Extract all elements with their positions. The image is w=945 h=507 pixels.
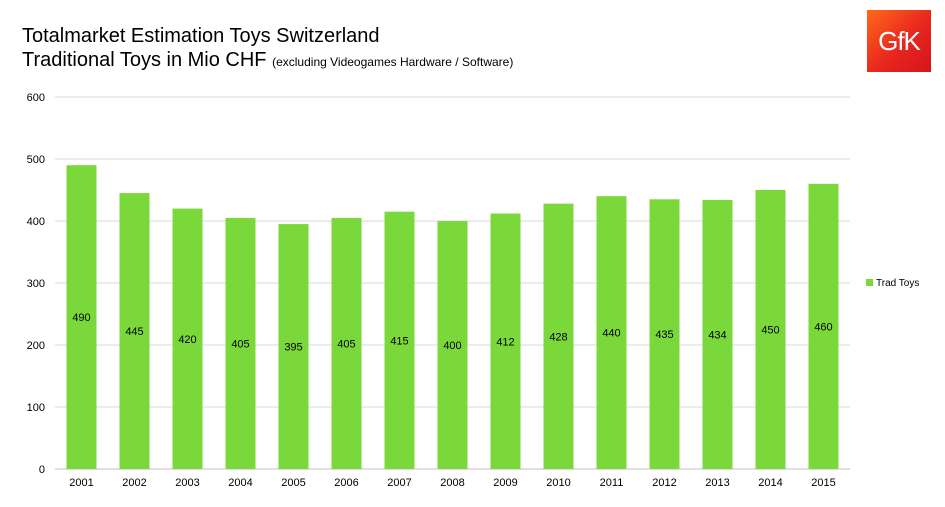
data-label: 450 bbox=[761, 325, 779, 337]
x-tick-label: 2001 bbox=[69, 477, 93, 489]
data-label: 434 bbox=[708, 329, 726, 341]
x-tick-label: 2008 bbox=[440, 477, 464, 489]
subtitle-main: Traditional Toys in Mio CHF bbox=[22, 49, 267, 71]
y-tick-label: 600 bbox=[27, 92, 45, 104]
bar bbox=[66, 165, 97, 469]
x-tick-label: 2006 bbox=[334, 477, 358, 489]
x-tick-label: 2003 bbox=[175, 477, 199, 489]
bar bbox=[119, 193, 150, 469]
bar bbox=[278, 224, 309, 469]
data-label: 440 bbox=[602, 328, 620, 340]
bar bbox=[172, 208, 203, 469]
x-tick-label: 2012 bbox=[652, 477, 676, 489]
y-tick-label: 400 bbox=[27, 216, 45, 228]
bar bbox=[596, 196, 627, 469]
x-tick-label: 2002 bbox=[122, 477, 146, 489]
bar bbox=[543, 203, 574, 469]
x-tick-label: 2013 bbox=[705, 477, 729, 489]
bar bbox=[702, 199, 733, 470]
x-tick-label: 2007 bbox=[387, 477, 411, 489]
subtitle-note: (excluding Videogames Hardware / Softwar… bbox=[272, 55, 514, 69]
title-block: Totalmarket Estimation Toys Switzerland … bbox=[22, 24, 513, 74]
x-tick-label: 2004 bbox=[228, 477, 252, 489]
data-label: 405 bbox=[231, 338, 249, 350]
data-label: 395 bbox=[284, 342, 302, 354]
data-label: 420 bbox=[178, 334, 196, 346]
y-tick-label: 500 bbox=[27, 154, 45, 166]
x-tick-label: 2009 bbox=[493, 477, 517, 489]
legend-label: Trad Toys bbox=[876, 278, 919, 289]
bar bbox=[437, 221, 468, 469]
x-tick-label: 2005 bbox=[281, 477, 305, 489]
bar bbox=[649, 199, 680, 470]
data-label: 445 bbox=[125, 326, 143, 338]
logo-text: GfK bbox=[878, 25, 921, 56]
y-tick-label: 100 bbox=[27, 402, 45, 414]
x-tick-label: 2010 bbox=[546, 477, 570, 489]
bar bbox=[331, 217, 362, 469]
gfk-logo: GfK bbox=[867, 10, 931, 72]
data-label: 428 bbox=[549, 331, 567, 343]
x-tick-label: 2015 bbox=[811, 477, 835, 489]
y-tick-label: 0 bbox=[39, 464, 45, 476]
chart-subtitle: Traditional Toys in Mio CHF (excluding V… bbox=[22, 48, 513, 74]
y-tick-label: 200 bbox=[27, 340, 45, 352]
x-tick-label: 2014 bbox=[758, 477, 782, 489]
chart-title: Totalmarket Estimation Toys Switzerland bbox=[22, 25, 380, 47]
data-label: 405 bbox=[337, 338, 355, 350]
bar bbox=[225, 217, 256, 469]
legend-swatch bbox=[866, 279, 873, 286]
bar bbox=[490, 213, 521, 469]
data-label: 490 bbox=[72, 312, 90, 324]
y-tick-label: 300 bbox=[27, 278, 45, 290]
x-tick-label: 2011 bbox=[600, 477, 624, 489]
data-label: 400 bbox=[443, 340, 461, 352]
data-label: 415 bbox=[390, 335, 408, 347]
data-label: 412 bbox=[496, 336, 514, 348]
bar bbox=[384, 211, 415, 469]
data-label: 435 bbox=[655, 329, 673, 341]
bar bbox=[808, 183, 839, 470]
bar bbox=[755, 190, 786, 469]
data-label: 460 bbox=[814, 321, 832, 333]
